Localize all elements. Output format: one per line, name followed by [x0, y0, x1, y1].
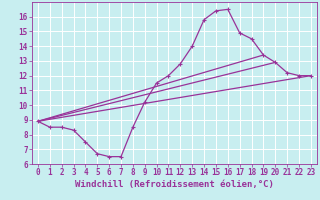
X-axis label: Windchill (Refroidissement éolien,°C): Windchill (Refroidissement éolien,°C) [75, 180, 274, 189]
